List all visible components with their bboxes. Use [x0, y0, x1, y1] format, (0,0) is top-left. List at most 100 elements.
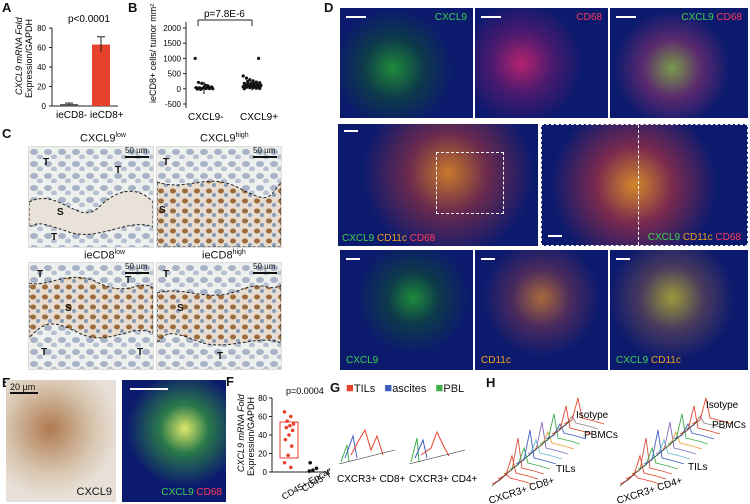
panel-h-pbmcs-1: PBMCs — [584, 430, 618, 441]
panel-f-ticklabel-4: 80 — [258, 394, 267, 403]
legend-swatch-tils: ■ — [346, 380, 354, 395]
panel-b-ticklabel-0: -500 — [165, 100, 182, 109]
panel-d-label-cd11c-1: CD11c — [481, 355, 511, 366]
panel-f-point-8 — [283, 437, 288, 442]
panel-b-point-41 — [246, 79, 250, 84]
panel-a-ticklabel-1: 20 — [37, 83, 46, 92]
panel-g-hist-1 — [338, 428, 396, 465]
panel-d-tile-1: CXCL9 — [340, 8, 473, 118]
panel-f-point-4 — [288, 423, 292, 428]
panel-f-point-12 — [289, 465, 293, 470]
panel-h-tils-1: TILs — [556, 464, 575, 475]
panel-f-point-7 — [287, 433, 291, 437]
panel-f-ticklabel-3: 60 — [258, 413, 267, 422]
legend-label-pbl: PBL — [443, 383, 465, 395]
panel-letter-d: D — [324, 0, 334, 15]
panel-a-ticklabel-4: 80 — [37, 24, 46, 33]
region-t-2: T — [115, 165, 122, 176]
panel-f-point-0 — [282, 410, 287, 414]
panel-e-scalebar: 20 µm — [10, 382, 36, 392]
panel-b-point-16 — [257, 56, 261, 61]
panel-a-ticks: 0 20 40 60 80 — [37, 24, 52, 111]
panel-c-title-1: CXCL9low — [80, 132, 126, 145]
panel-b-point-1 — [196, 80, 201, 85]
panel-b-ticks: -500 0 500 1000 1500 2000 — [163, 24, 186, 109]
panel-d-scale-5 — [548, 235, 562, 237]
panel-letter-c: C — [2, 126, 12, 141]
panel-f-box — [279, 421, 299, 459]
region-s-1: S — [57, 207, 64, 218]
panel-b-point-19 — [248, 78, 252, 82]
panel-d-tile-4: CXCL9 CD11c CD68 — [338, 124, 538, 246]
panel-b-points — [193, 56, 263, 94]
panel-h-s2-trace-12 — [691, 397, 733, 425]
panel-a-ylabel-1: CXCL9 mRNA Fold — [14, 16, 24, 95]
panel-d-tile-8: CXCL9 CD11c — [610, 250, 748, 370]
panel-c-image-2: 50 µm T S — [156, 146, 282, 248]
panel-b-point-13 — [199, 87, 203, 92]
panel-b-ticklabel-2: 500 — [168, 70, 182, 79]
panel-a-pvalue: p<0.0001 — [68, 14, 110, 25]
legend-swatch-ascites: ■ — [384, 380, 393, 395]
panel-f-ticklabel-2: 40 — [258, 431, 267, 440]
panel-g-legend: ■TILs ■ascites ■PBL — [346, 380, 464, 395]
panel-g-chart: CXCR3+ CD8+ CXCR3+ CD4+ — [337, 428, 478, 485]
panel-c-image-3-svg — [29, 263, 153, 369]
panel-b-point-43 — [252, 82, 256, 86]
panel-a-ticklabel-2: 40 — [37, 63, 46, 72]
panel-f-point-16 — [307, 469, 312, 473]
panel-b-point-40 — [242, 87, 246, 91]
region-s-3: S — [65, 303, 72, 314]
panel-a-ylabel-2: Expression/GAPDH — [24, 19, 34, 98]
panel-d-label-cxcl9-2: CXCL9 — [346, 355, 379, 366]
panel-f-point-3 — [291, 422, 296, 426]
panel-h-label-2: CXCR3+ CD4+ — [616, 475, 685, 504]
panel-f-point-1 — [289, 414, 293, 419]
panel-e-stain-label: CXCL9 — [76, 486, 112, 498]
panel-b-point-18 — [244, 76, 249, 80]
panel-a-cat-1: ieCD8+ — [90, 110, 124, 121]
panel-d-label-merge-3: CXCL9 CD11c CD68 — [647, 232, 741, 243]
panel-h-isotype-2: Isotype — [706, 400, 739, 411]
panel-a-chart: CXCL9 mRNA Fold Expression/GAPDH 0 20 40 60… — [14, 14, 124, 121]
panel-g-hist-2 — [408, 430, 466, 465]
region-t-8: T — [137, 347, 144, 358]
panel-b-ylabel: ieCD8+ cells/ tumor mm² — [148, 4, 158, 103]
panel-b-chart: ieCD8+ cells/ tumor mm² -500 0 500 1000 1500… — [148, 4, 278, 123]
panel-b-point-22 — [258, 81, 262, 85]
panel-e-merge-label: CXCL9 CD68 — [161, 487, 222, 498]
panel-f-ylabel-2: Expression/GAPDH — [246, 397, 256, 476]
panel-b-point-2 — [200, 81, 204, 85]
region-s-4: S — [177, 303, 184, 314]
legend-label-ascites: ascites — [392, 383, 427, 395]
panel-e-scaleline-2 — [130, 388, 168, 390]
panel-b-ticklabel-4: 1500 — [163, 39, 181, 48]
panel-f-ticklabel-1: 20 — [258, 450, 267, 459]
panel-c-image-2-svg — [157, 147, 281, 247]
panel-c-scaleline-3 — [125, 272, 149, 274]
panel-b-ticklabel-1: 0 — [177, 85, 182, 94]
panel-d-label-cxcl9-1: CXCL9 — [434, 12, 467, 23]
panel-c-image-3: 50 µm T T S T T — [28, 262, 154, 370]
panel-c-scaleline-2 — [253, 156, 277, 158]
panel-h-isotype-1: Isotype — [576, 410, 609, 421]
panel-c-title-3: ieCD8low — [84, 249, 126, 262]
panel-f-point-13 — [308, 460, 312, 465]
region-t-6: T — [125, 275, 132, 286]
panel-b-ticklabel-3: 1000 — [163, 54, 181, 63]
panel-d-tile-2: CD68 — [475, 8, 608, 118]
panel-letter-a: A — [2, 0, 12, 15]
panel-f-point-14 — [314, 466, 319, 471]
panel-f-chart: CXCL9 mRNA Fold Expression/GAPDH 0 20 40 60… — [236, 386, 330, 502]
panel-letter-f: F — [226, 374, 234, 389]
panel-d-scale-3 — [616, 16, 636, 18]
panel-d-scale-4 — [344, 130, 358, 132]
panel-d-tile-3: CXCL9 CD68 — [610, 8, 748, 118]
panel-d-scale-6 — [346, 258, 360, 260]
panel-b-cat-1: CXCL9+ — [240, 112, 278, 123]
panel-letter-g: G — [330, 380, 341, 395]
panel-d-tile-7: CD11c — [475, 250, 608, 370]
region-t-3: T — [51, 232, 58, 243]
panel-f-ticks: 0 20 40 60 80 — [258, 394, 272, 477]
panel-f-point-5 — [284, 425, 289, 430]
